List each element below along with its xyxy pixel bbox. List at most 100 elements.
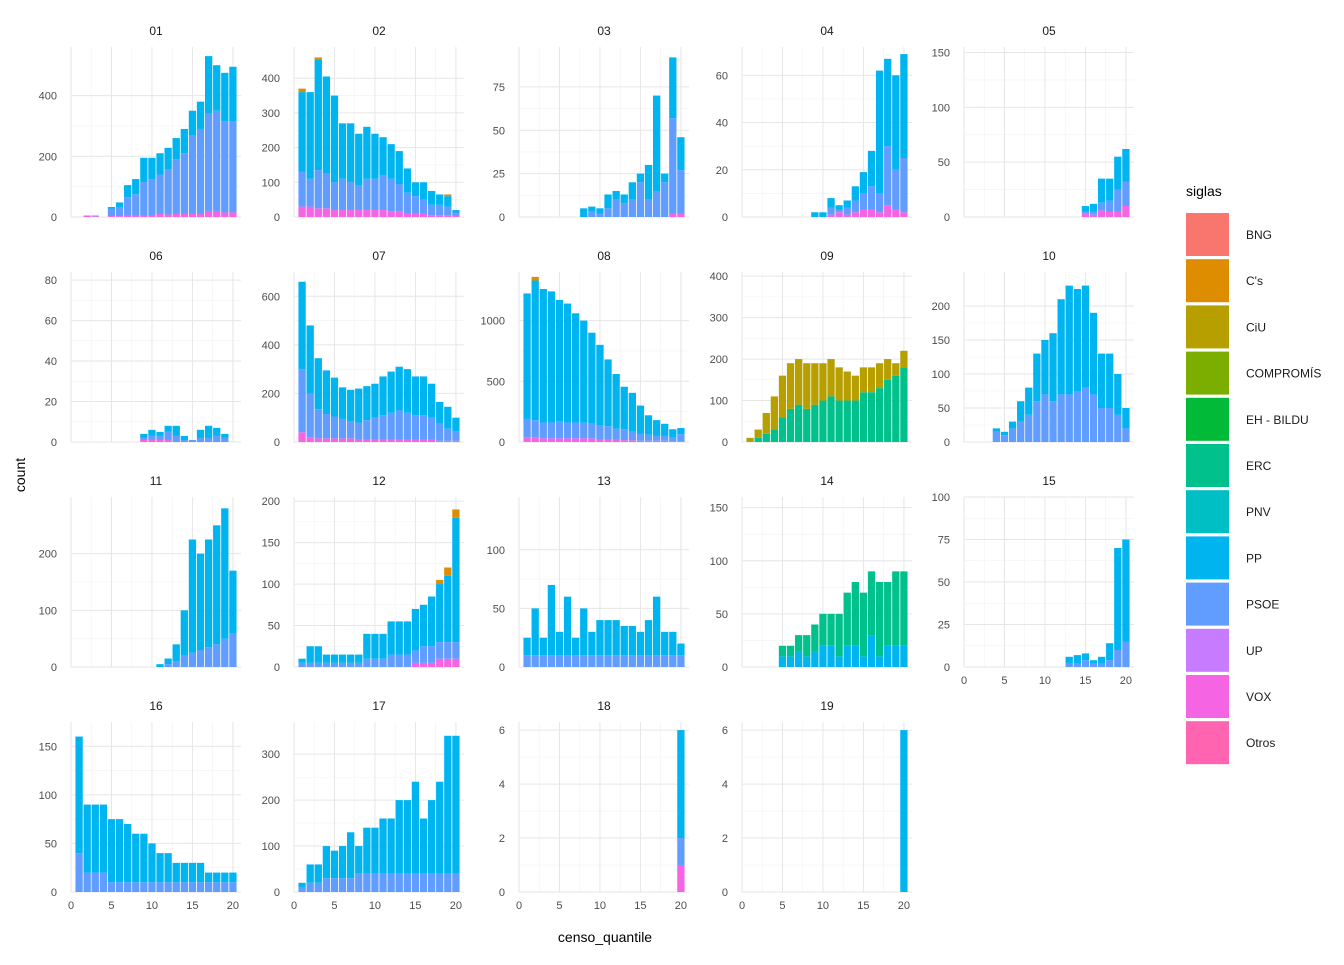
bar-segment [132,882,140,892]
bar-segment [379,376,387,416]
bar-segment [1114,156,1122,190]
bar-segment [436,423,444,441]
bar-segment [196,862,205,883]
bar-segment [884,58,892,147]
bar-segment [411,439,420,442]
bar-segment [148,843,156,883]
bar-segment [371,417,379,440]
y-tick-label: 0 [722,662,728,674]
legend-label: CiU [1246,320,1266,334]
bar-segment [669,118,677,214]
bar-segment [204,210,213,217]
bar-segment [314,358,322,410]
y-tick-label: 100 [932,369,950,381]
bar-segment [827,613,835,646]
bar-segment [1073,391,1081,442]
y-tick-label: 200 [262,496,280,508]
bar-segment [395,366,403,411]
bar-segment [221,121,229,213]
panel-title: 05 [1042,24,1056,38]
bar-segment [213,872,221,883]
bar-segment [547,438,556,442]
bar-segment [1073,289,1081,391]
bar-segment [563,422,572,439]
bar-segment [298,92,306,172]
x-tick-label: 15 [857,900,869,912]
bar-segment [669,429,677,438]
bar-segment [677,655,685,667]
bar-segment [172,435,180,442]
bar-segment [419,439,428,442]
bar-segment [180,153,188,214]
bar-segment [213,882,221,892]
bar-segment [124,215,132,217]
bar-segment [452,417,460,432]
bar-segment [164,214,172,217]
bar-segment [547,291,556,423]
bar-segment [1073,663,1081,667]
x-tick-label: 5 [556,900,562,912]
bar-segment [338,846,347,879]
bar-segment [644,440,653,442]
bar-segment [875,193,884,213]
bar-segment [298,88,306,93]
bar-segment [875,363,884,389]
y-tick-label: 60 [45,316,57,328]
bar-segment [795,359,803,405]
bar-segment [620,203,628,217]
bar-segment [221,508,229,639]
y-tick-label: 0 [944,212,950,224]
bar-segment [572,422,580,439]
bar-segment [827,645,835,667]
bar-segment [140,157,148,183]
bar-segment [180,439,188,442]
legend-label: ERC [1246,459,1272,473]
bar-segment [612,439,620,442]
bar-segment [403,439,411,442]
bar-segment [298,171,306,207]
bar-segment [444,196,452,207]
bar-segment [867,367,876,393]
bar-segment [539,637,547,656]
bar-segment [298,658,306,663]
bar-segment [531,608,539,656]
bar-segment [1000,435,1009,442]
bar-segment [588,206,596,212]
bar-segment [572,655,580,667]
bar-segment [164,853,172,883]
bar-segment [875,388,884,442]
bar-segment [403,168,411,193]
bar-segment [1033,353,1041,402]
y-tick-label: 150 [932,47,950,59]
bar-segment [669,631,677,656]
y-tick-label: 200 [710,354,728,366]
bar-segment [884,582,892,646]
bar-segment [371,658,379,667]
bar-segment [612,199,620,217]
bar-segment [835,400,843,442]
bar-segment [330,438,339,442]
legend-key [1186,536,1229,580]
bar-segment [347,210,355,217]
bar-segment [419,213,428,217]
panel-title: 17 [372,699,386,713]
bar-segment [604,620,612,656]
bar-segment [867,392,876,442]
bar-segment [196,882,205,892]
bar-segment [588,438,596,442]
bar-segment [1122,181,1130,207]
bar-segment [661,655,669,667]
bar-segment [306,437,314,442]
bar-segment [819,613,827,646]
bar-segment [892,209,900,217]
y-tick-label: 0 [51,887,57,899]
bar-segment [83,804,91,873]
bar-segment [132,179,140,195]
bar-segment [859,172,868,194]
bar-segment [1097,408,1106,442]
bar-segment [180,213,188,217]
bar-segment [1106,408,1114,442]
bar-segment [819,212,827,217]
bar-segment [403,654,411,667]
legend-key [1186,351,1229,395]
